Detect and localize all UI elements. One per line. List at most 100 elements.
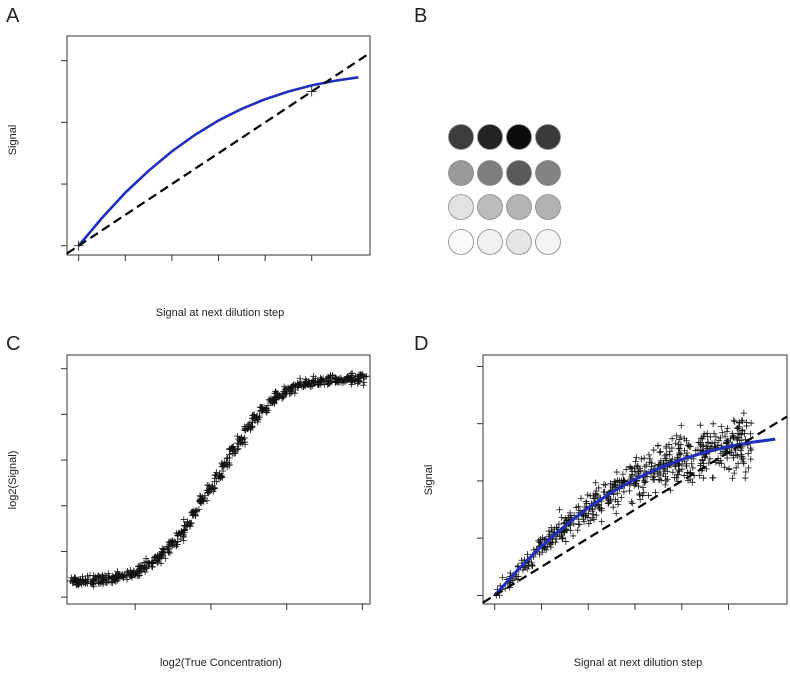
panel-d-data-point [631, 464, 638, 472]
panel-c-data-point [226, 451, 233, 458]
panel-d-data-point [538, 548, 546, 556]
panel-d-data-point [675, 436, 683, 443]
panel-c-data-point [172, 543, 180, 550]
panel-c-data-point [166, 549, 174, 557]
panel-c-data-point [234, 445, 242, 452]
panel-d-data-point [620, 488, 628, 496]
panel-d-data-point [611, 478, 618, 485]
panel-d-data-point [622, 466, 630, 473]
panel-c-data-point [169, 541, 177, 549]
panel-c-data-point [203, 497, 211, 504]
panel-d-data-point [555, 521, 563, 528]
panel-c-data-point [165, 549, 172, 556]
panel-d-data-point [587, 517, 594, 524]
panel-c-chart: log2(True Concentration) log2(Signal) [7, 354, 371, 669]
panel-d-data-point [661, 452, 669, 460]
panel-d-data-point [740, 460, 748, 467]
panel-d-data-point [595, 484, 602, 492]
panel-c-data-point [288, 388, 296, 396]
panel-d-data-point [619, 470, 627, 478]
panel-c-data-point [241, 434, 248, 442]
panel-d-data-point [745, 450, 752, 457]
panel-d-data-point [684, 469, 691, 476]
panel-c-data-point [90, 580, 97, 587]
panel-d-data-point [669, 455, 676, 463]
panel-letter-b: B [414, 5, 427, 27]
panel-c-data-point [83, 578, 90, 586]
panel-c-data-point [208, 483, 215, 491]
panel-c-data-point [139, 562, 146, 570]
panel-c-data-point [358, 371, 366, 378]
panel-d-data-point [524, 551, 531, 558]
panel-d-data-point [721, 433, 729, 440]
panel-d-data-point [711, 439, 719, 446]
panel-c-data-point [189, 511, 197, 518]
panel-d-data-point [674, 454, 681, 461]
panel-d-data-point [635, 469, 642, 477]
panel-d-data-point [545, 527, 553, 535]
panel-d-data-point [741, 474, 749, 482]
panel-d-data-point [742, 436, 749, 443]
panel-c-data-point [178, 528, 185, 535]
panel-d-data-point [551, 525, 558, 533]
dilution-circle [448, 229, 474, 255]
panel-c-data-point [90, 582, 97, 590]
panel-a-ylabel: Signal [7, 125, 19, 156]
panel-d-data-point [654, 470, 661, 478]
panel-d-data-point [662, 481, 669, 489]
panel-d-data-point [688, 460, 695, 467]
panel-d-data-point [591, 495, 599, 502]
panel-d-data-point [730, 454, 737, 462]
panel-c-data-point [350, 376, 357, 383]
panel-d-data-point [730, 417, 737, 424]
panel-d-data-point [627, 464, 634, 471]
panel-d-data-point [668, 444, 676, 452]
panel-c-data-point [162, 555, 169, 562]
panel-c-data-point [234, 446, 241, 453]
panel-d-data-point [552, 538, 559, 546]
panel-d-data-point [614, 477, 621, 484]
panel-d-data-point [730, 434, 738, 441]
panel-c-data-point [157, 554, 165, 561]
panel-c-data-point [193, 508, 201, 515]
panel-d-data-point [628, 471, 636, 478]
panel-c-data-point [211, 475, 219, 482]
panel-d-data-point [654, 442, 662, 449]
panel-c-data-point [209, 482, 216, 489]
panel-d-data-point [632, 480, 640, 487]
panel-c-data-point [197, 495, 204, 503]
panel-d-data-point [740, 409, 748, 417]
panel-c-data-point [316, 381, 324, 389]
panel-d-data-point [633, 454, 640, 461]
panel-c-data-point [160, 546, 167, 553]
panel-d-data-point [580, 518, 588, 525]
panel-c-data-point [310, 373, 317, 380]
panel-c-data-point [174, 531, 181, 539]
panel-c-data-point [270, 397, 277, 405]
panel-d-data-point [742, 468, 749, 476]
panel-c-data-point [235, 435, 242, 443]
panel-d-data-point [547, 543, 555, 551]
panel-c-data-point [82, 579, 89, 586]
panel-c-data-point [355, 371, 363, 379]
dilution-circle [448, 124, 474, 150]
panel-c-data-point [165, 543, 172, 550]
panel-d-data-point [609, 504, 617, 511]
panel-c-data-point [232, 449, 239, 457]
panel-c-data-point [143, 565, 150, 572]
panel-d-data-point [593, 511, 600, 519]
panel-c-data-point [278, 390, 286, 398]
panel-c-data-point [157, 560, 165, 567]
panel-d-data-point [697, 434, 705, 442]
panel-d-data-point [673, 432, 680, 439]
panel-d-data-point [663, 457, 670, 464]
panel-d-data-point [612, 510, 620, 517]
panel-c-data-point [241, 441, 249, 448]
panel-c-data-point [130, 568, 137, 575]
panel-d-data-point [602, 481, 609, 489]
panel-d-data-point [646, 455, 654, 463]
panel-d-data-point [600, 481, 608, 488]
panel-d-data-point [657, 472, 664, 479]
panel-d-data-point [590, 511, 597, 518]
panel-d-data-point [596, 504, 603, 512]
